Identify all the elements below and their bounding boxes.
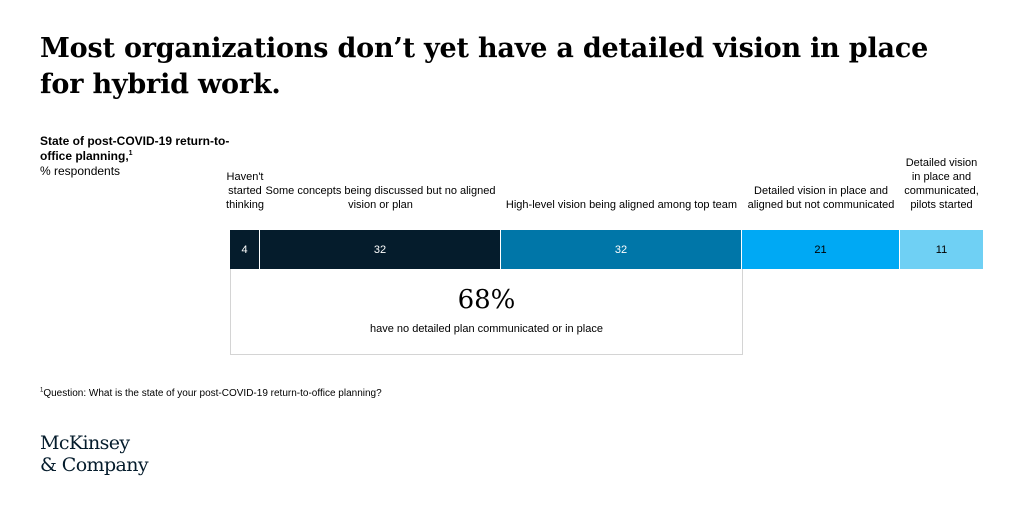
bar-segment-2: 32 (501, 230, 742, 269)
chart-subtitle-text: State of post-COVID-19 return-to-office … (40, 134, 230, 163)
logo-line-1: McKinsey (40, 432, 130, 454)
logo-line-2: & Company (40, 454, 149, 476)
category-label-1: Some concepts being discussed but no ali… (265, 185, 496, 211)
stacked-bar: 4 32 32 21 11 (230, 230, 983, 269)
category-label-2: High-level vision being aligned among to… (505, 199, 738, 211)
footnote: 1Question: What is the state of your pos… (40, 388, 382, 399)
bar-segment-4: 11 (900, 230, 983, 269)
category-label-4: Detailed vision in place and communicate… (904, 157, 979, 211)
footnote-marker: 1 (40, 387, 44, 394)
subtitle-footnote-marker: 1 (128, 150, 133, 157)
category-label-0: Haven't started thinking (226, 171, 264, 211)
mckinsey-logo: McKinsey & Company (40, 432, 149, 476)
bar-segment-1: 32 (260, 230, 501, 269)
bar-segment-0: 4 (230, 230, 260, 269)
annotation-text: have no detailed plan communicated or in… (370, 323, 603, 335)
annotation-callout: 68% have no detailed plan communicated o… (230, 269, 743, 355)
bar-segment-3: 21 (742, 230, 900, 269)
chart-unit: % respondents (40, 164, 121, 178)
footnote-text: Question: What is the state of your post… (43, 388, 382, 399)
chart-title: Most organizations don’t yet have a deta… (40, 33, 929, 100)
annotation-value: 68% (457, 285, 516, 315)
category-label-3: Detailed vision in place and aligned but… (747, 185, 895, 211)
chart-subtitle: State of post-COVID-19 return-to-office … (40, 134, 230, 164)
chart-meta: State of post-COVID-19 return-to-office … (40, 134, 230, 179)
